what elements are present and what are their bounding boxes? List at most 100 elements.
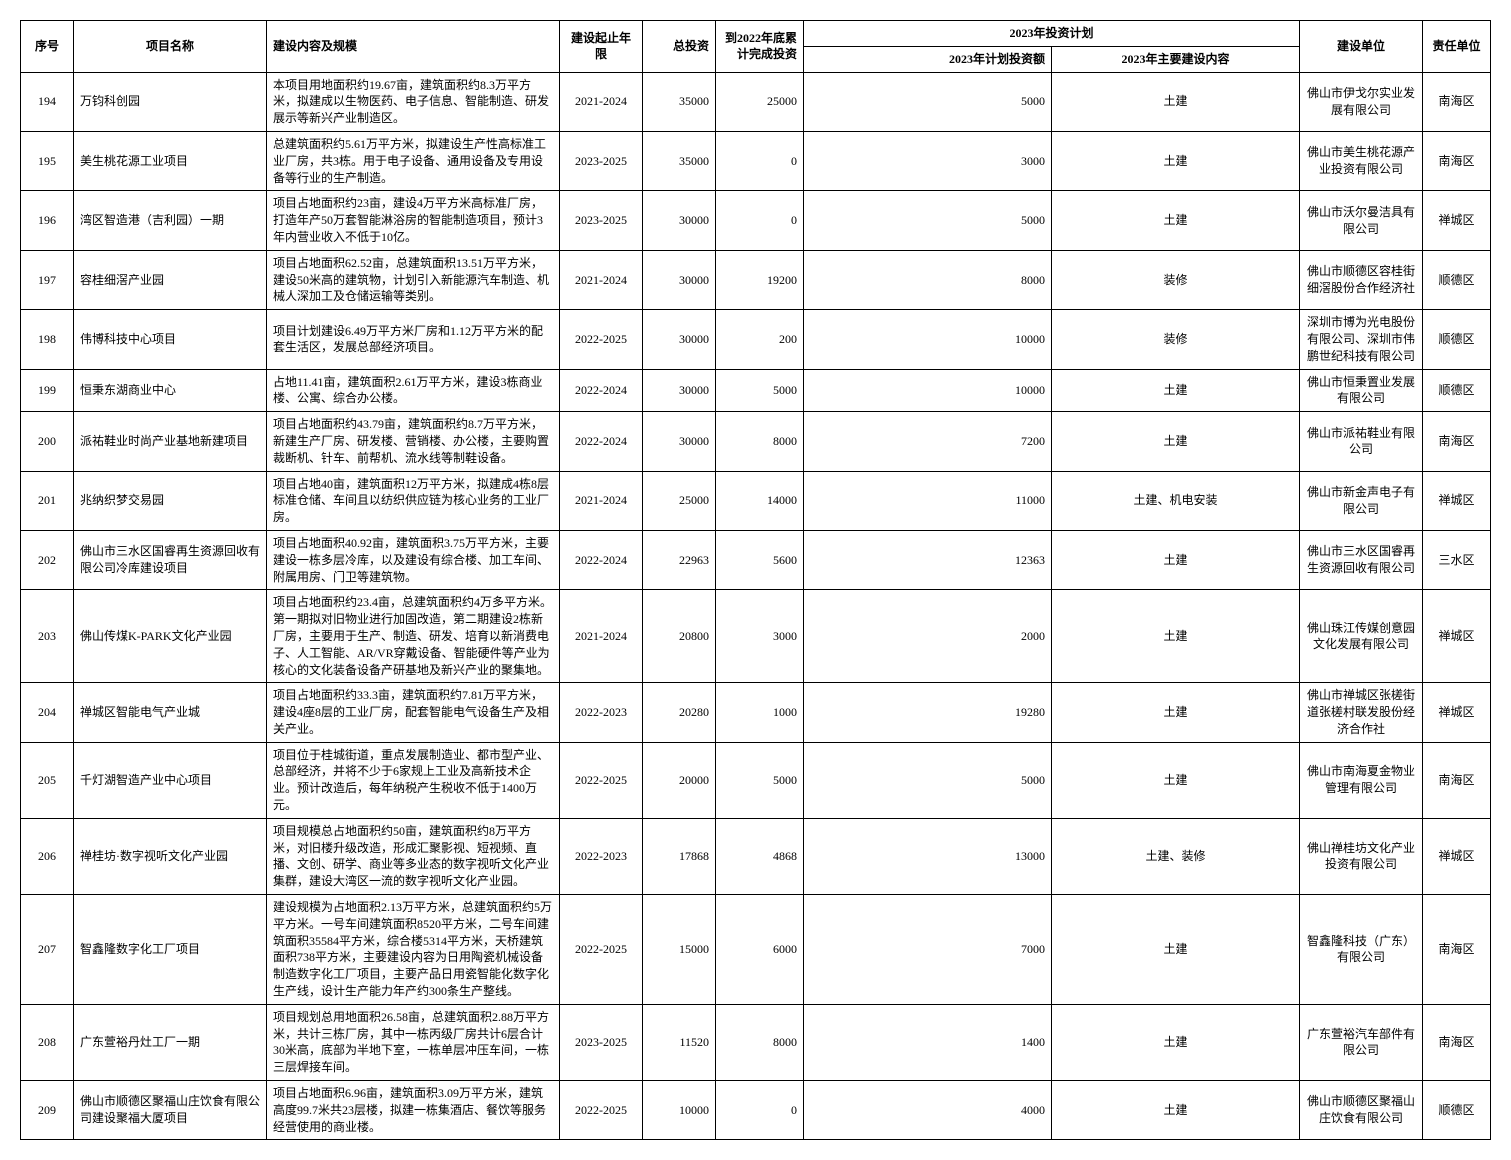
header-period: 建设起止年限: [560, 21, 643, 73]
cell-period: 2022-2024: [560, 412, 643, 471]
cell-content: 项目规模总占地面积约50亩，建筑面积约8万平方米，对旧楼升级改造，形成汇聚影视、…: [267, 818, 560, 894]
table-row: 194万钧科创园本项目用地面积约19.67亩，建筑面积约8.3万平方米，拟建成以…: [21, 72, 1491, 131]
table-row: 207智鑫隆数字化工厂项目建设规模为占地面积2.13万平方米，总建筑面积约5万平…: [21, 895, 1491, 1005]
cell-plan-amt: 12363: [804, 530, 1052, 589]
cell-resp: 顺德区: [1423, 1081, 1491, 1140]
cell-resp: 南海区: [1423, 1004, 1491, 1080]
cell-plan-content: 土建: [1052, 191, 1300, 250]
cell-seq: 204: [21, 683, 74, 742]
cell-done: 8000: [716, 1004, 804, 1080]
table-row: 201兆纳织梦交易园项目占地40亩，建筑面积12万平方米，拟建成4栋8层标准仓储…: [21, 471, 1491, 530]
table-row: 195美生桃花源工业项目总建筑面积约5.61万平方米，拟建设生产性高标准工业厂房…: [21, 131, 1491, 190]
header-plan-group: 2023年投资计划: [804, 21, 1300, 47]
cell-content: 项目占地面积约23亩，建设4万平方米高标准厂房，打造年产50万套智能淋浴房的智能…: [267, 191, 560, 250]
cell-total: 17868: [643, 818, 716, 894]
table-row: 208广东萱裕丹灶工厂一期项目规划总用地面积26.58亩，总建筑面积2.88万平…: [21, 1004, 1491, 1080]
cell-period: 2023-2025: [560, 1004, 643, 1080]
cell-period: 2023-2025: [560, 131, 643, 190]
cell-resp: 南海区: [1423, 742, 1491, 818]
cell-content: 项目占地面积约43.79亩，建筑面积约8.7万平方米，新建生产厂房、研发楼、营销…: [267, 412, 560, 471]
header-plan-amt: 2023年计划投资额: [804, 46, 1052, 72]
header-unit: 建设单位: [1300, 21, 1423, 73]
cell-plan-content: 装修: [1052, 310, 1300, 369]
cell-seq: 207: [21, 895, 74, 1005]
cell-plan-amt: 19280: [804, 683, 1052, 742]
cell-total: 30000: [643, 369, 716, 412]
cell-done: 8000: [716, 412, 804, 471]
cell-name: 湾区智造港（吉利园）一期: [74, 191, 267, 250]
cell-total: 11520: [643, 1004, 716, 1080]
cell-seq: 202: [21, 530, 74, 589]
cell-done: 4868: [716, 818, 804, 894]
investment-plan-table: 序号 项目名称 建设内容及规模 建设起止年限 总投资 到2022年底累计完成投资…: [20, 20, 1491, 1140]
cell-plan-content: 土建: [1052, 590, 1300, 683]
cell-unit: 佛山珠江传媒创意园文化发展有限公司: [1300, 590, 1423, 683]
cell-seq: 196: [21, 191, 74, 250]
cell-plan-content: 土建、机电安装: [1052, 471, 1300, 530]
cell-total: 30000: [643, 412, 716, 471]
cell-seq: 205: [21, 742, 74, 818]
cell-plan-content: 土建: [1052, 131, 1300, 190]
cell-period: 2022-2025: [560, 742, 643, 818]
cell-period: 2022-2023: [560, 683, 643, 742]
header-done: 到2022年底累计完成投资: [716, 21, 804, 73]
cell-plan-amt: 10000: [804, 310, 1052, 369]
cell-seq: 200: [21, 412, 74, 471]
table-row: 203佛山传煤K-PARK文化产业园项目占地面积约23.4亩，总建筑面积约4万多…: [21, 590, 1491, 683]
cell-unit: 佛山禅桂坊文化产业投资有限公司: [1300, 818, 1423, 894]
cell-period: 2022-2025: [560, 1081, 643, 1140]
cell-plan-amt: 1400: [804, 1004, 1052, 1080]
cell-resp: 南海区: [1423, 895, 1491, 1005]
table-row: 209佛山市顺德区聚福山庄饮食有限公司建设聚福大厦项目项目占地面积6.96亩，建…: [21, 1081, 1491, 1140]
cell-period: 2022-2024: [560, 530, 643, 589]
cell-seq: 201: [21, 471, 74, 530]
cell-name: 万钧科创园: [74, 72, 267, 131]
cell-period: 2021-2024: [560, 72, 643, 131]
cell-done: 1000: [716, 683, 804, 742]
cell-content: 总建筑面积约5.61万平方米，拟建设生产性高标准工业厂房，共3栋。用于电子设备、…: [267, 131, 560, 190]
cell-name: 兆纳织梦交易园: [74, 471, 267, 530]
cell-unit: 佛山市派祐鞋业有限公司: [1300, 412, 1423, 471]
cell-unit: 佛山市沃尔曼洁具有限公司: [1300, 191, 1423, 250]
header-plan-content: 2023年主要建设内容: [1052, 46, 1300, 72]
cell-resp: 禅城区: [1423, 683, 1491, 742]
cell-name: 派祐鞋业时尚产业基地新建项目: [74, 412, 267, 471]
cell-plan-amt: 10000: [804, 369, 1052, 412]
cell-content: 项目位于桂城街道，重点发展制造业、都市型产业、总部经济，并将不少于6家规上工业及…: [267, 742, 560, 818]
cell-seq: 206: [21, 818, 74, 894]
table-row: 200派祐鞋业时尚产业基地新建项目项目占地面积约43.79亩，建筑面积约8.7万…: [21, 412, 1491, 471]
cell-done: 5600: [716, 530, 804, 589]
cell-resp: 禅城区: [1423, 590, 1491, 683]
cell-period: 2022-2024: [560, 369, 643, 412]
cell-plan-content: 装修: [1052, 250, 1300, 309]
cell-total: 35000: [643, 131, 716, 190]
cell-total: 22963: [643, 530, 716, 589]
cell-name: 恒秉东湖商业中心: [74, 369, 267, 412]
cell-unit: 佛山市恒秉置业发展有限公司: [1300, 369, 1423, 412]
cell-name: 广东萱裕丹灶工厂一期: [74, 1004, 267, 1080]
cell-plan-amt: 11000: [804, 471, 1052, 530]
table-row: 199恒秉东湖商业中心占地11.41亩，建筑面积2.61万平方米，建设3栋商业楼…: [21, 369, 1491, 412]
cell-period: 2023-2025: [560, 191, 643, 250]
table-row: 202佛山市三水区国睿再生资源回收有限公司冷库建设项目项目占地面积40.92亩，…: [21, 530, 1491, 589]
cell-total: 10000: [643, 1081, 716, 1140]
cell-resp: 顺德区: [1423, 250, 1491, 309]
table-row: 206禅桂坊·数字视听文化产业园项目规模总占地面积约50亩，建筑面积约8万平方米…: [21, 818, 1491, 894]
cell-unit: 佛山市美生桃花源产业投资有限公司: [1300, 131, 1423, 190]
cell-period: 2021-2024: [560, 471, 643, 530]
cell-unit: 佛山市三水区国睿再生资源回收有限公司: [1300, 530, 1423, 589]
cell-seq: 194: [21, 72, 74, 131]
header-seq: 序号: [21, 21, 74, 73]
cell-name: 佛山市三水区国睿再生资源回收有限公司冷库建设项目: [74, 530, 267, 589]
cell-done: 0: [716, 1081, 804, 1140]
cell-seq: 203: [21, 590, 74, 683]
cell-total: 30000: [643, 191, 716, 250]
cell-plan-amt: 3000: [804, 131, 1052, 190]
cell-done: 6000: [716, 895, 804, 1005]
cell-plan-content: 土建: [1052, 683, 1300, 742]
cell-resp: 禅城区: [1423, 471, 1491, 530]
cell-total: 30000: [643, 250, 716, 309]
cell-plan-amt: 2000: [804, 590, 1052, 683]
cell-name: 智鑫隆数字化工厂项目: [74, 895, 267, 1005]
cell-done: 19200: [716, 250, 804, 309]
